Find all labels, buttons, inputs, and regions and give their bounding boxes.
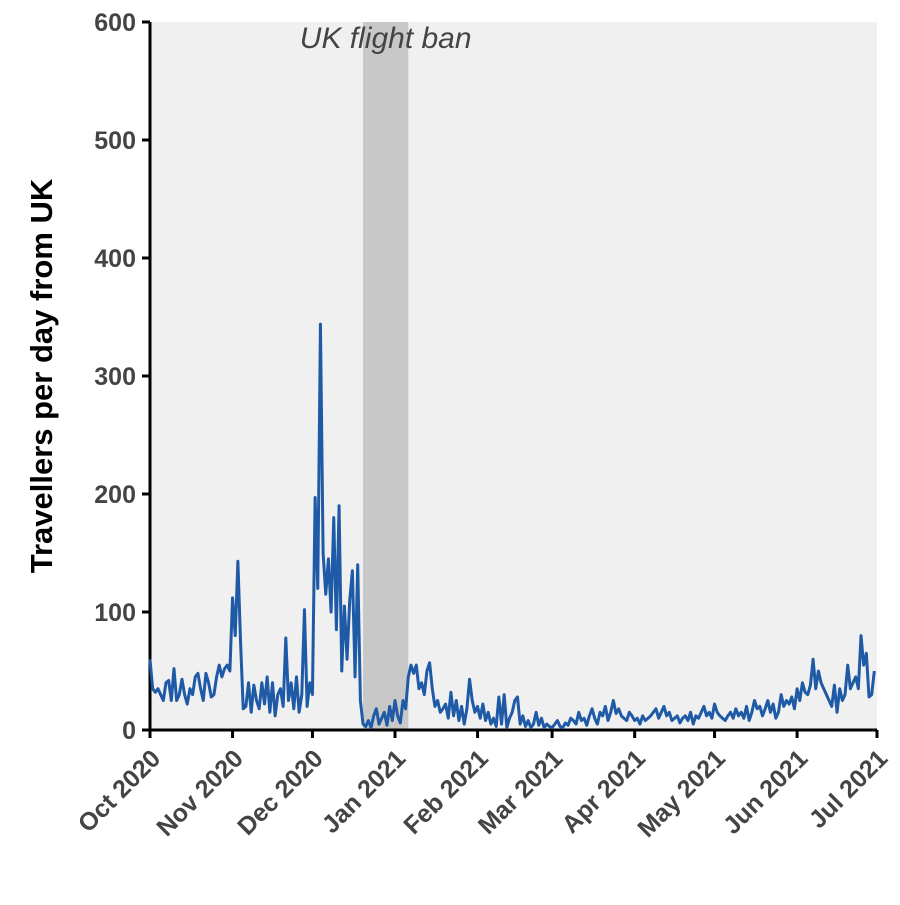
data-line xyxy=(148,322,876,730)
shaded-period xyxy=(363,22,409,730)
y-tick-label: 200 xyxy=(94,481,136,509)
x-tick-label: May 2021 xyxy=(632,744,730,842)
plot-background xyxy=(150,22,877,730)
x-tick-label: Nov 2020 xyxy=(151,744,248,841)
x-tick-label: Jun 2021 xyxy=(718,744,814,840)
x-tick-label: Jan 2021 xyxy=(317,744,412,839)
x-tick-label: Jul 2021 xyxy=(804,744,894,834)
y-tick-label: 100 xyxy=(94,599,136,627)
y-tick-label: 500 xyxy=(94,127,136,155)
annotation: UK flight ban xyxy=(300,22,472,55)
y-tick-label: 400 xyxy=(94,245,136,273)
y-axis-title: Travellers per day from UK xyxy=(24,178,59,573)
y-tick-label: 600 xyxy=(94,9,136,37)
x-tick-label: Dec 2020 xyxy=(232,744,328,840)
y-tick-label: 300 xyxy=(94,363,136,391)
y-tick-label: 0 xyxy=(122,717,136,745)
